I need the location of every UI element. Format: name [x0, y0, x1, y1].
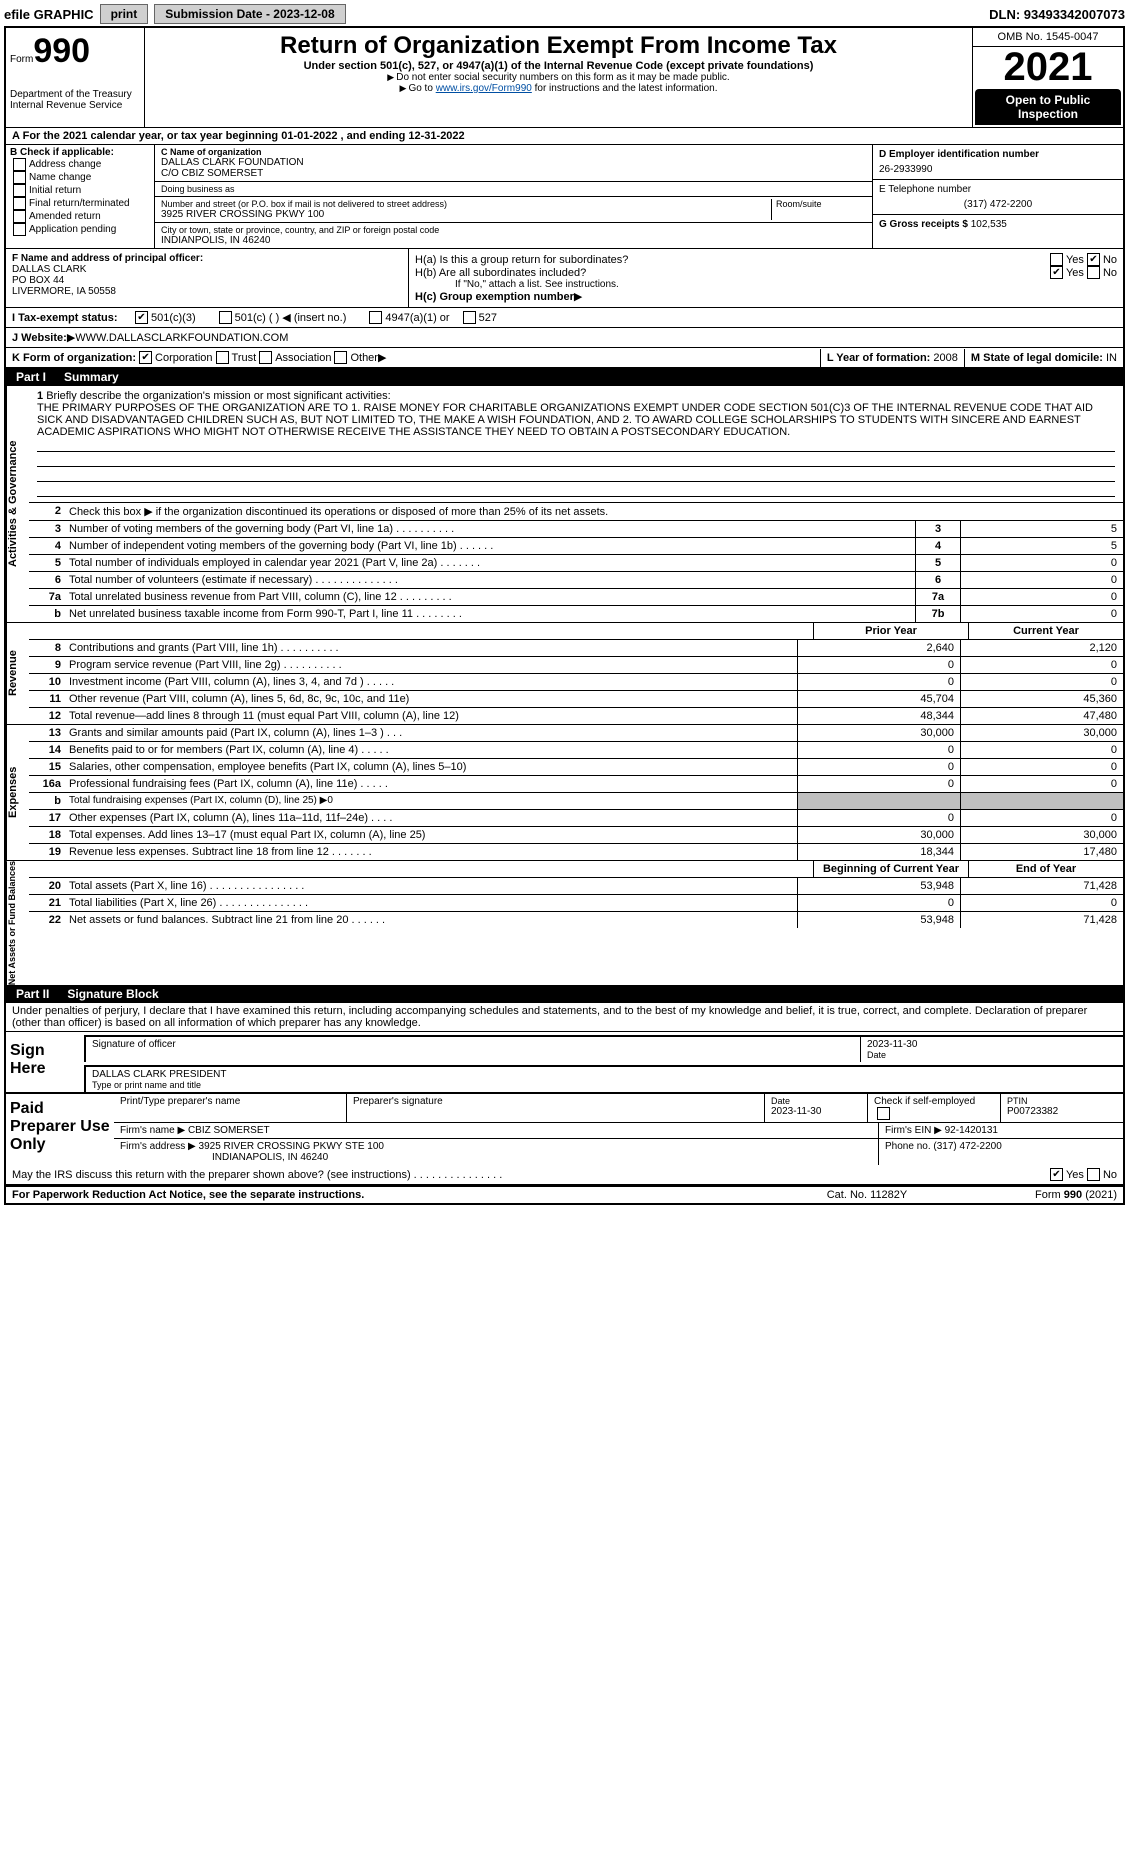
c-street-row: Number and street (or P.O. box if mail i…: [155, 197, 872, 223]
form-number: Form 990: [10, 32, 140, 71]
d-ein: D Employer identification number 26-2933…: [873, 145, 1123, 180]
hint-ssn: Do not enter social security numbers on …: [151, 72, 966, 83]
self-emp-chk[interactable]: [877, 1107, 890, 1120]
print-button[interactable]: print: [100, 4, 149, 24]
i-4947[interactable]: [369, 311, 382, 324]
col-c: C Name of organization DALLAS CLARK FOUN…: [155, 145, 872, 248]
c-city: City or town, state or province, country…: [155, 223, 872, 248]
col-b: B Check if applicable: Address change Na…: [6, 145, 155, 248]
discuss-row: May the IRS discuss this return with the…: [6, 1165, 1123, 1186]
header-middle: Return of Organization Exempt From Incom…: [145, 28, 972, 127]
sign-here: Sign Here Signature of officer 2023-11-3…: [6, 1032, 1123, 1093]
m-state: M State of legal domicile: IN: [964, 349, 1123, 367]
g-gross: G Gross receipts $ 102,535: [873, 215, 1123, 234]
k-other[interactable]: [334, 351, 347, 364]
h-group: H(a) Is this a group return for subordin…: [409, 249, 1123, 307]
row-i: I Tax-exempt status: 501(c)(3) 501(c) ( …: [6, 308, 1123, 328]
exp-section: Expenses 13Grants and similar amounts pa…: [6, 724, 1123, 860]
discuss-no[interactable]: [1087, 1168, 1100, 1181]
perjury-text: Under penalties of perjury, I declare th…: [6, 1003, 1123, 1032]
chk-initial: Initial return: [10, 184, 150, 197]
e-phone: E Telephone number (317) 472-2200: [873, 180, 1123, 215]
ha-no[interactable]: [1087, 253, 1100, 266]
gov-section: Activities & Governance 1 Briefly descri…: [6, 386, 1123, 622]
i-527[interactable]: [463, 311, 476, 324]
i-501c[interactable]: [219, 311, 232, 324]
form-990: 990: [33, 32, 90, 71]
page-footer: For Paperwork Reduction Act Notice, see …: [6, 1186, 1123, 1203]
l-year: L Year of formation: 2008: [820, 349, 964, 367]
form-frame: Form 990 Department of the Treasury Inte…: [4, 26, 1125, 1205]
submission-date-button[interactable]: Submission Date - 2023-12-08: [154, 4, 345, 24]
k-assoc[interactable]: [259, 351, 272, 364]
part2-header: Part II Signature Block: [6, 985, 1123, 1003]
chk-address: Address change: [10, 158, 150, 171]
hb-yes[interactable]: [1050, 266, 1063, 279]
chk-app: Application pending: [10, 223, 150, 236]
side-exp: Expenses: [6, 725, 29, 860]
k-corp[interactable]: [139, 351, 152, 364]
h-c-row: H(c) Group exemption number ▶: [415, 290, 1117, 303]
side-gov: Activities & Governance: [6, 386, 29, 622]
k-trust[interactable]: [216, 351, 229, 364]
chk-name: Name change: [10, 171, 150, 184]
officer-name-row: DALLAS CLARK PRESIDENT Type or print nam…: [84, 1065, 1123, 1092]
na-section: Net Assets or Fund Balances Beginning of…: [6, 860, 1123, 985]
i-501c3[interactable]: [135, 311, 148, 324]
header-left: Form 990 Department of the Treasury Inte…: [6, 28, 145, 127]
hb-no[interactable]: [1087, 266, 1100, 279]
irs-link[interactable]: www.irs.gov/Form990: [436, 83, 532, 94]
form-header: Form 990 Department of the Treasury Inte…: [6, 28, 1123, 128]
hb-note: If "No," attach a list. See instructions…: [415, 279, 1117, 290]
form-prefix: Form: [10, 54, 33, 65]
header-right: OMB No. 1545-0047 2021 Open to Public In…: [972, 28, 1123, 127]
col-d-e-g: D Employer identification number 26-2933…: [872, 145, 1123, 248]
form-subtitle: Under section 501(c), 527, or 4947(a)(1)…: [151, 60, 966, 72]
form-title: Return of Organization Exempt From Incom…: [151, 32, 966, 60]
ha-yes[interactable]: [1050, 253, 1063, 266]
efile-label: efile GRAPHIC: [4, 7, 94, 22]
discuss-yes[interactable]: [1050, 1168, 1063, 1181]
paid-preparer: Paid Preparer Use Only Print/Type prepar…: [6, 1093, 1123, 1165]
chk-amended: Amended return: [10, 210, 150, 223]
h-a-row: H(a) Is this a group return for subordin…: [415, 253, 1117, 266]
row-k-l-m: K Form of organization: Corporation Trus…: [6, 348, 1123, 368]
chk-final: Final return/terminated: [10, 197, 150, 210]
topbar: efile GRAPHIC print Submission Date - 20…: [4, 4, 1125, 24]
rev-section: Revenue Prior YearCurrent Year 8Contribu…: [6, 622, 1123, 724]
line-1: 1 Briefly describe the organization's mi…: [29, 386, 1123, 502]
open-public-badge: Open to Public Inspection: [975, 89, 1121, 125]
dln-label: DLN: 93493342007073: [989, 7, 1125, 22]
website-value: WWW.DALLASCLARKFOUNDATION.COM: [75, 332, 288, 344]
f-officer: F Name and address of principal officer:…: [6, 249, 409, 307]
b-title: B Check if applicable:: [10, 147, 150, 158]
row-j: J Website: ▶ WWW.DALLASCLARKFOUNDATION.C…: [6, 328, 1123, 348]
section-b-to-g: B Check if applicable: Address change Na…: [6, 145, 1123, 249]
hint-link: Go to www.irs.gov/Form990 for instructio…: [151, 83, 966, 94]
c-name: C Name of organization DALLAS CLARK FOUN…: [155, 145, 872, 182]
h-b-row: H(b) Are all subordinates included? Yes …: [415, 266, 1117, 279]
officer-sig-row: Signature of officer 2023-11-30 Date: [84, 1035, 1123, 1062]
part1-header: Part I Summary: [6, 368, 1123, 386]
side-rev: Revenue: [6, 623, 29, 724]
section-f-h: F Name and address of principal officer:…: [6, 249, 1123, 308]
c-dba: Doing business as: [155, 182, 872, 197]
dept-label: Department of the Treasury Internal Reve…: [10, 89, 140, 111]
tax-year: 2021: [973, 47, 1123, 89]
form-footer: Form 990 (2021): [967, 1189, 1117, 1201]
row-a: A For the 2021 calendar year, or tax yea…: [6, 128, 1123, 145]
side-na: Net Assets or Fund Balances: [6, 861, 29, 985]
mission-text: THE PRIMARY PURPOSES OF THE ORGANIZATION…: [37, 402, 1093, 438]
